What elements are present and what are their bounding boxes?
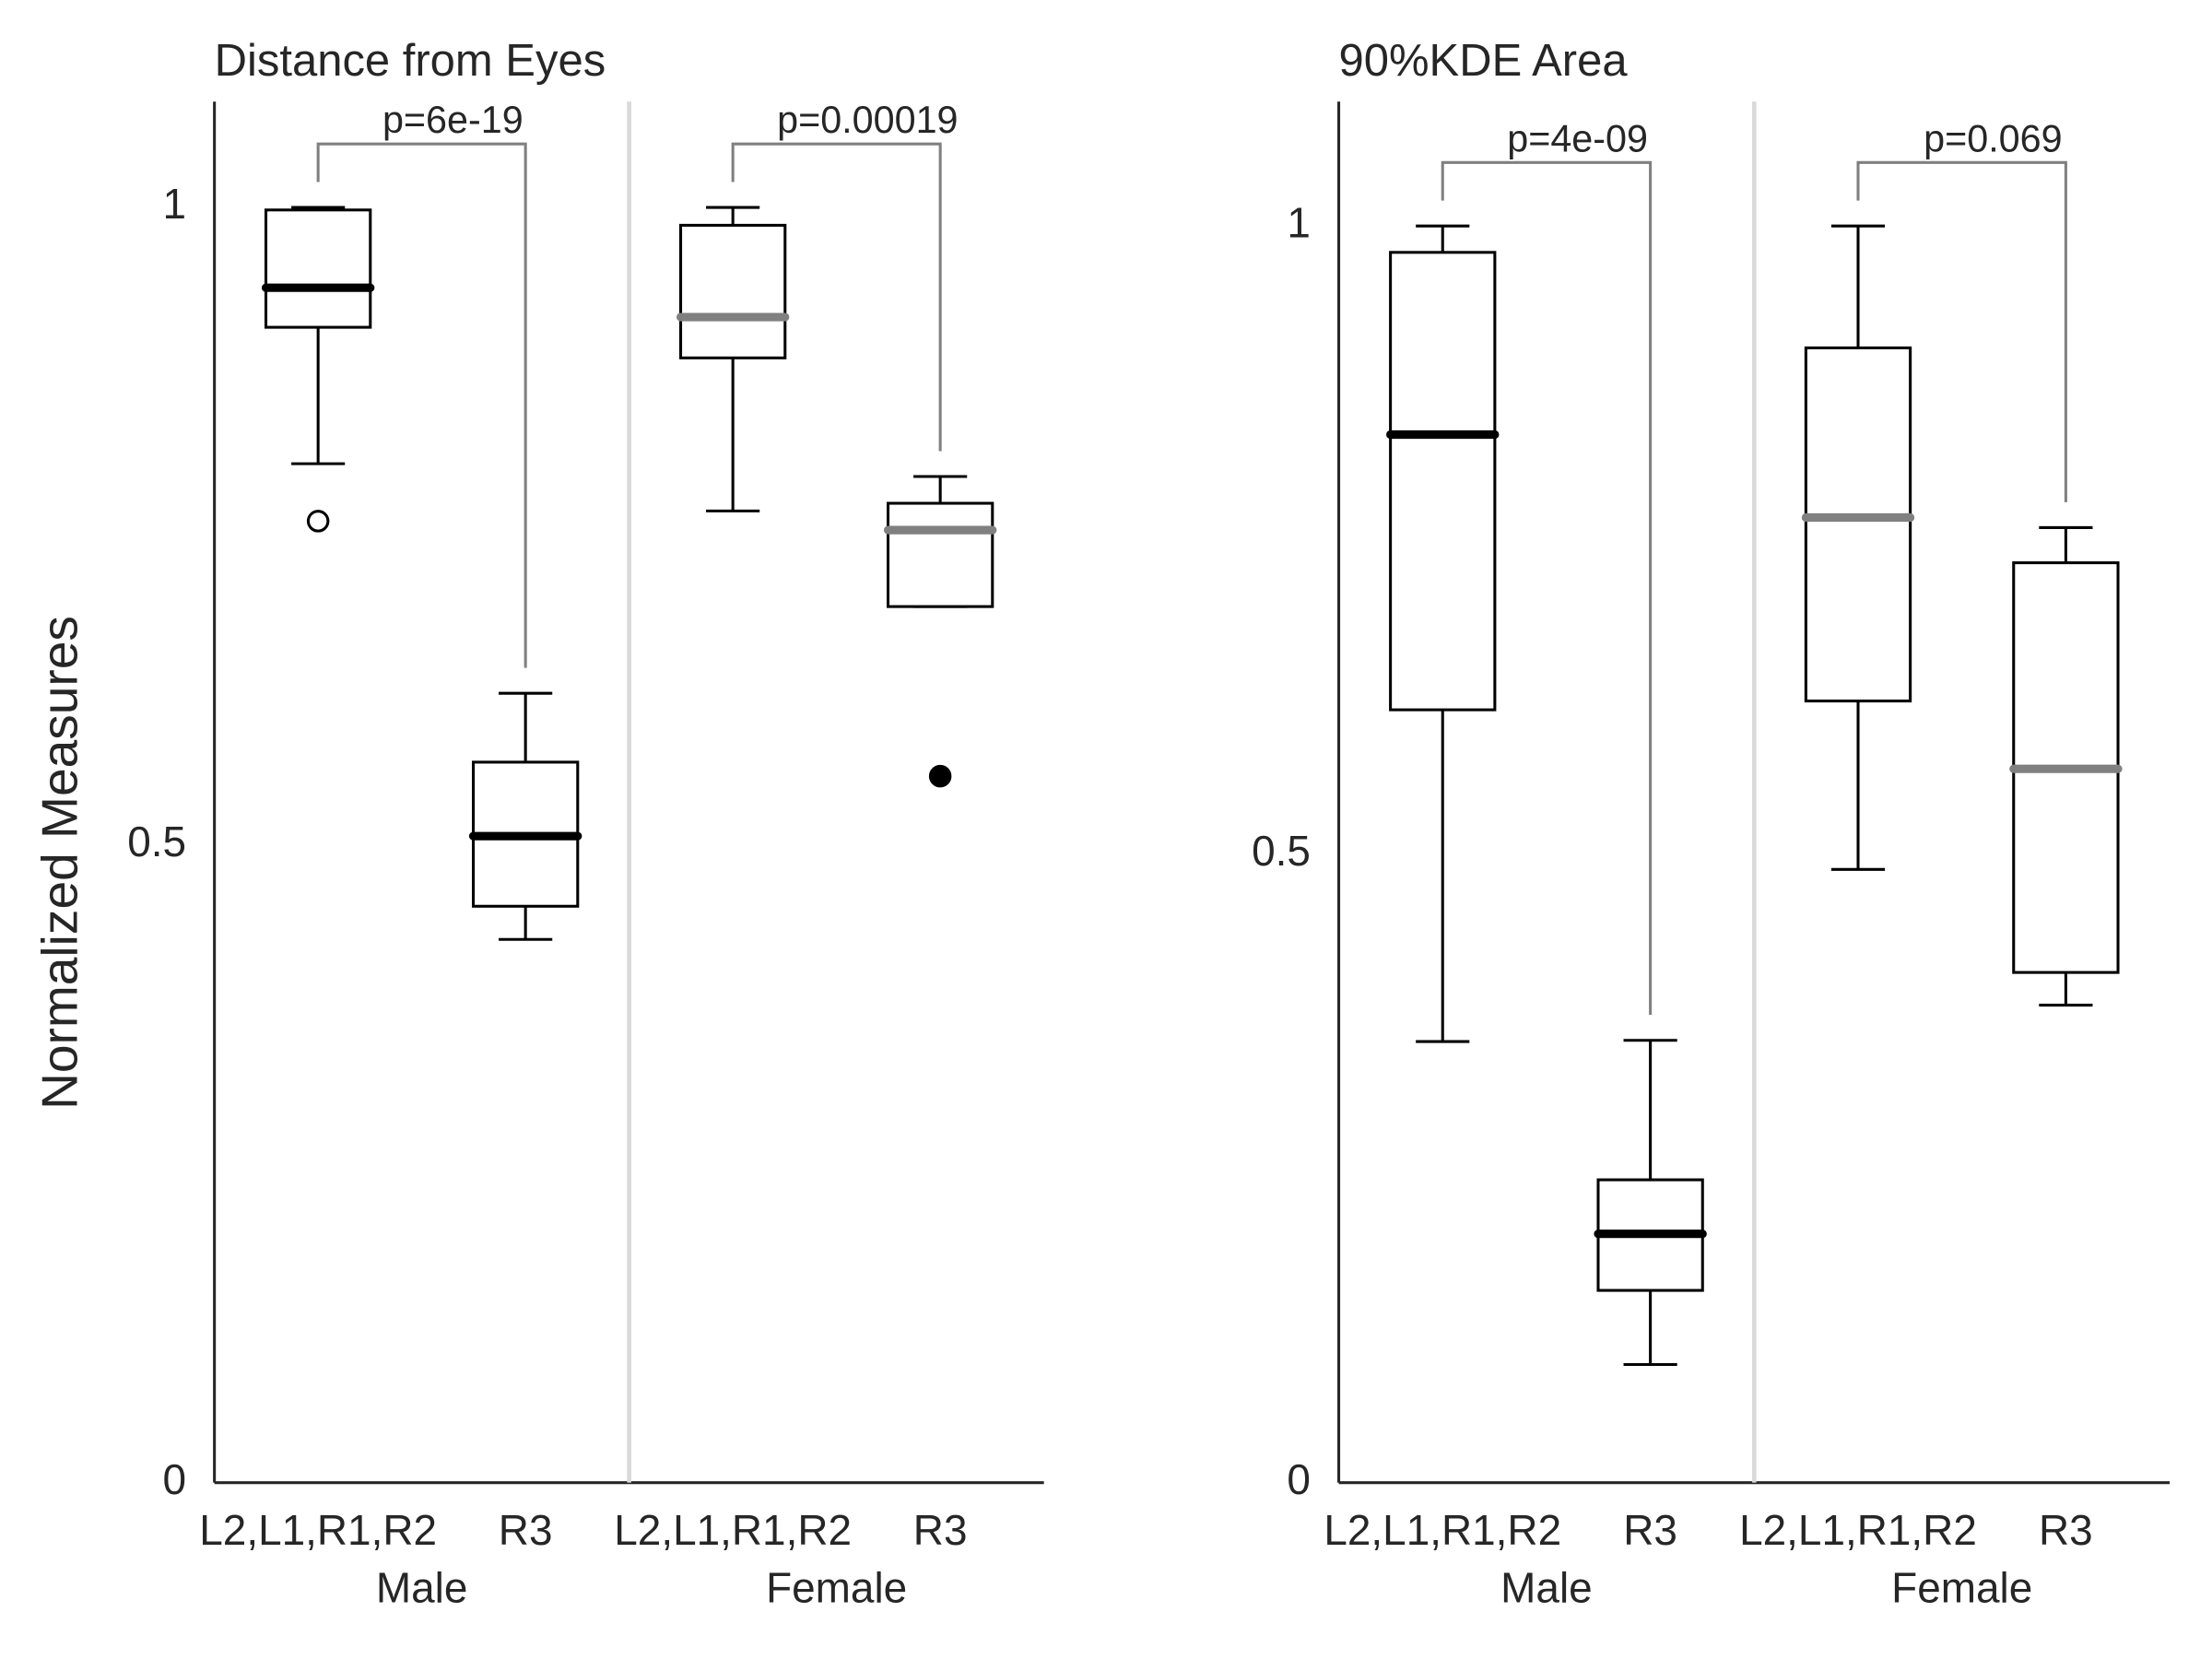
y-tick-label: 1 (163, 180, 187, 228)
y-tick-label: 0 (163, 1455, 187, 1503)
y-tick-label: 0.5 (1252, 827, 1311, 875)
x-tick-label: R3 (913, 1506, 968, 1554)
p-value-label: p=0.069 (1924, 117, 2062, 159)
x-tick-label: L2,L1,R1,R2 (1739, 1506, 1977, 1554)
outlier (928, 764, 952, 788)
x-tick-label: L2,L1,R1,R2 (199, 1506, 437, 1554)
x-tick-label: L2,L1,R1,R2 (614, 1506, 852, 1554)
box (1804, 346, 1912, 703)
box (886, 501, 994, 608)
group-label: Male (1500, 1564, 1593, 1612)
box (1389, 251, 1497, 712)
p-value-label: p=4e-09 (1507, 117, 1648, 159)
box (678, 223, 787, 359)
x-tick-label: L2,L1,R1,R2 (1324, 1506, 1561, 1554)
significance-bracket (1856, 160, 2067, 502)
group-label: Female (766, 1564, 907, 1612)
y-tick-label: 0 (1287, 1455, 1311, 1503)
box (264, 208, 372, 329)
chart-title: Distance from Eyes (215, 36, 606, 86)
p-value-label: p=6e-19 (382, 99, 524, 141)
p-value-label: p=0.00019 (777, 99, 958, 141)
significance-bracket (1441, 160, 1653, 1016)
significance-bracket (731, 142, 942, 452)
y-tick-label: 1 (1287, 198, 1311, 246)
chart-title: 90%KDE Area (1339, 36, 1629, 86)
x-tick-label: R3 (499, 1506, 553, 1554)
significance-bracket (316, 142, 527, 668)
x-tick-label: R3 (2039, 1506, 2093, 1554)
outlier (306, 510, 330, 533)
y-axis-label: Normalized Measures (30, 616, 88, 1110)
x-tick-label: R3 (1623, 1506, 1677, 1554)
group-label: Male (376, 1564, 468, 1612)
y-tick-label: 0.5 (127, 818, 186, 865)
group-label: Female (1891, 1564, 2032, 1612)
